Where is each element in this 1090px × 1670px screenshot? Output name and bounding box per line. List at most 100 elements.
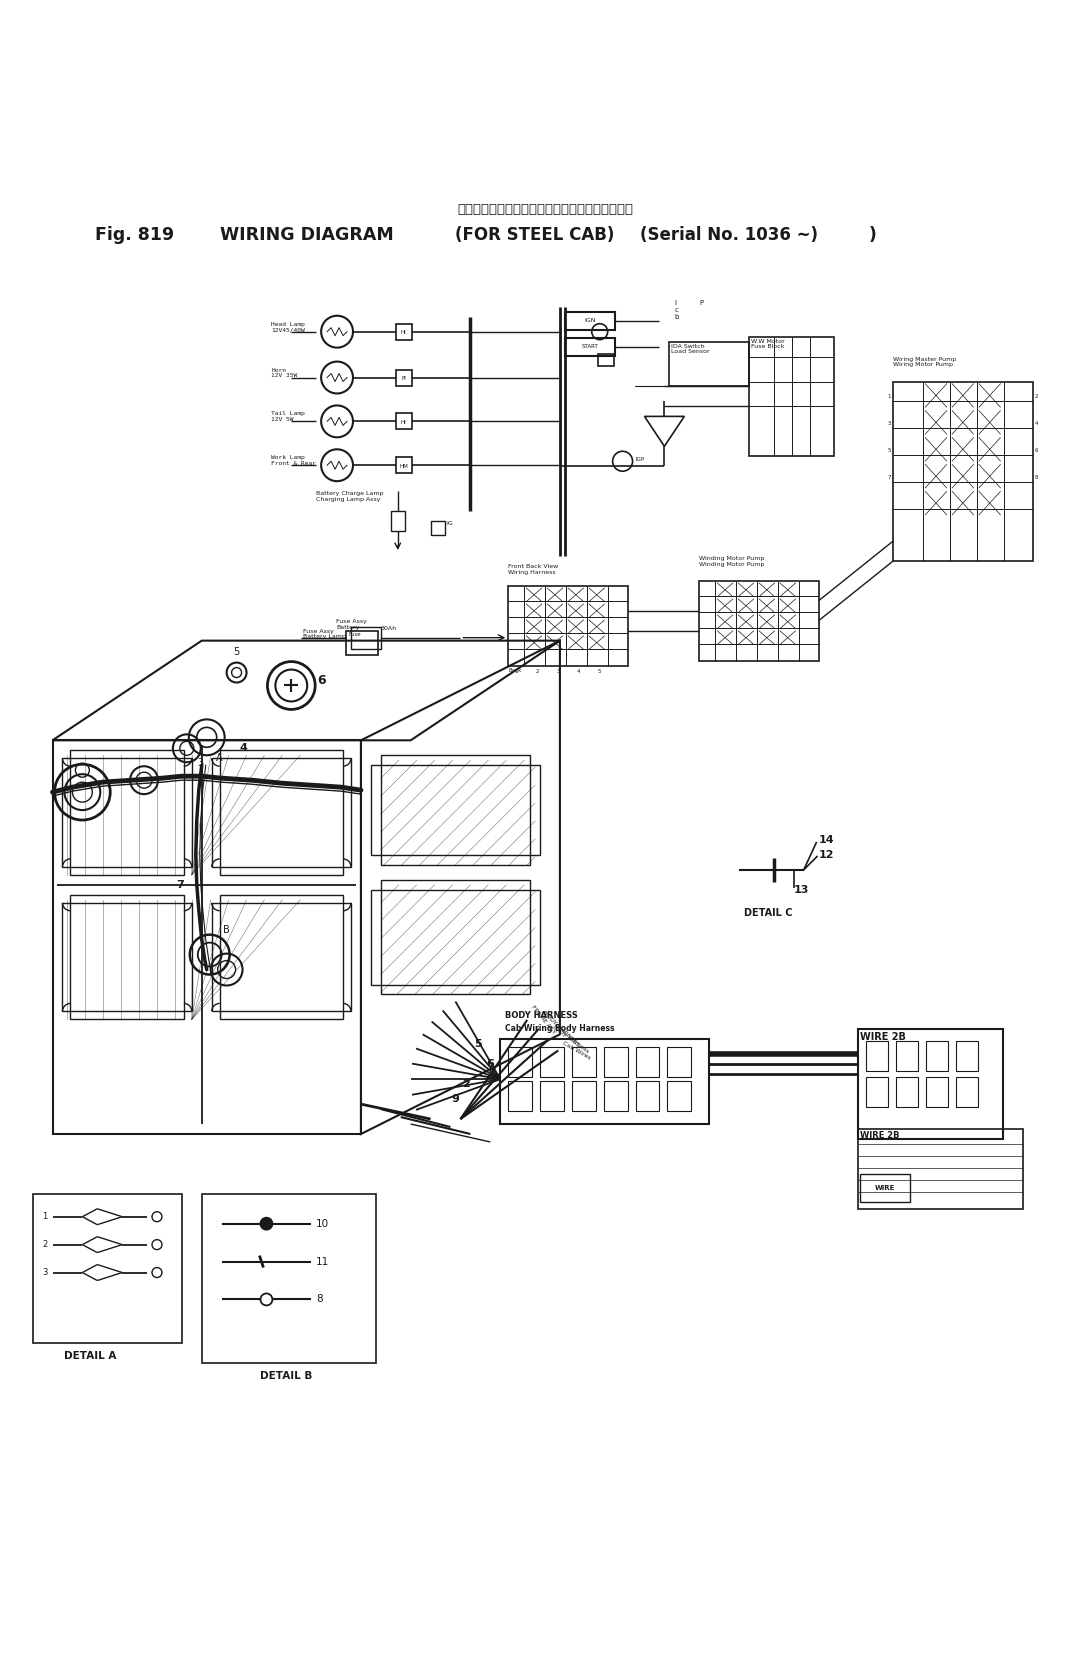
Text: Cab Wires: Cab Wires bbox=[561, 1040, 591, 1060]
Text: Cab Wiring Body Harness: Cab Wiring Body Harness bbox=[505, 1024, 615, 1034]
Bar bbox=[572, 1047, 596, 1077]
Bar bbox=[867, 1077, 888, 1107]
Text: Fuse: Fuse bbox=[348, 631, 361, 636]
Bar bbox=[71, 750, 184, 875]
Text: BODY HARNESS: BODY HARNESS bbox=[542, 1010, 581, 1047]
Bar bbox=[926, 1042, 948, 1070]
Text: 1: 1 bbox=[514, 668, 518, 673]
Bar bbox=[859, 1129, 1022, 1209]
Text: 7: 7 bbox=[887, 474, 892, 479]
Text: 2: 2 bbox=[535, 668, 538, 673]
Bar bbox=[371, 765, 540, 855]
Bar bbox=[896, 1042, 918, 1070]
Text: DETAIL B: DETAIL B bbox=[261, 1371, 313, 1381]
Bar bbox=[220, 750, 343, 875]
Text: PI: PI bbox=[401, 376, 407, 381]
Bar bbox=[667, 1047, 691, 1077]
Text: Fig. 819: Fig. 819 bbox=[95, 225, 174, 244]
Circle shape bbox=[261, 1217, 272, 1229]
Text: IGN: IGN bbox=[584, 319, 595, 324]
Bar bbox=[396, 458, 412, 473]
Text: 2: 2 bbox=[1034, 394, 1038, 399]
Bar bbox=[669, 342, 749, 386]
Text: 3: 3 bbox=[887, 421, 892, 426]
Bar bbox=[508, 586, 628, 666]
Text: 8: 8 bbox=[316, 1294, 323, 1304]
Text: 6: 6 bbox=[317, 675, 326, 686]
Bar bbox=[956, 1077, 978, 1107]
Text: DETAIL A: DETAIL A bbox=[64, 1351, 117, 1361]
Text: 5: 5 bbox=[474, 1039, 482, 1049]
Text: Wiring Master Pump
Wiring Motor Pump: Wiring Master Pump Wiring Motor Pump bbox=[893, 357, 956, 367]
Text: 30Ah: 30Ah bbox=[380, 626, 397, 631]
Bar bbox=[572, 1080, 596, 1111]
Bar bbox=[896, 1077, 918, 1107]
Text: I
c
b: I c b bbox=[675, 301, 679, 319]
Bar bbox=[33, 1194, 182, 1343]
Text: IDA Switch
Load Sensor: IDA Switch Load Sensor bbox=[671, 344, 710, 354]
Text: 12: 12 bbox=[819, 850, 834, 860]
Bar bbox=[859, 1029, 1003, 1139]
Text: 3: 3 bbox=[556, 668, 559, 673]
Text: Work Lamp
Front & Rear: Work Lamp Front & Rear bbox=[271, 456, 316, 466]
Text: 5: 5 bbox=[598, 668, 602, 673]
Bar bbox=[62, 758, 192, 867]
Text: 4: 4 bbox=[577, 668, 581, 673]
Bar bbox=[351, 626, 380, 648]
Bar bbox=[867, 1042, 888, 1070]
Text: Battery Charge Lamp
Charging Lamp Assy: Battery Charge Lamp Charging Lamp Assy bbox=[316, 491, 384, 503]
Text: WIRE: WIRE bbox=[875, 1184, 896, 1191]
Text: B: B bbox=[223, 925, 230, 935]
Bar bbox=[211, 903, 351, 1012]
Bar bbox=[604, 1080, 628, 1111]
Bar bbox=[220, 895, 343, 1019]
Text: DETAIL C: DETAIL C bbox=[744, 908, 792, 918]
Text: WIRE 2B: WIRE 2B bbox=[860, 1131, 900, 1141]
Text: Horn
12V 35W: Horn 12V 35W bbox=[271, 367, 298, 379]
Bar bbox=[565, 312, 615, 329]
Bar bbox=[396, 369, 412, 386]
Bar bbox=[380, 755, 530, 865]
Bar bbox=[699, 581, 819, 661]
Bar bbox=[71, 895, 184, 1019]
Bar bbox=[500, 1039, 710, 1124]
Text: 8: 8 bbox=[1034, 474, 1038, 479]
Bar bbox=[667, 1080, 691, 1111]
Text: 10: 10 bbox=[316, 1219, 329, 1229]
Text: 3: 3 bbox=[41, 1268, 47, 1278]
Text: P: P bbox=[699, 301, 703, 306]
Text: HI: HI bbox=[401, 331, 407, 336]
Bar bbox=[431, 521, 445, 534]
Text: 3: 3 bbox=[197, 758, 204, 768]
Text: 14: 14 bbox=[819, 835, 834, 845]
Text: WIRING DIAGRAM: WIRING DIAGRAM bbox=[220, 225, 393, 244]
Text: Front Back View
Wiring Harness: Front Back View Wiring Harness bbox=[508, 564, 558, 574]
Bar bbox=[62, 903, 192, 1012]
Text: W.W Motor
Fuse Block: W.W Motor Fuse Block bbox=[751, 339, 785, 349]
Text: 13: 13 bbox=[794, 885, 809, 895]
Bar bbox=[597, 354, 614, 366]
Text: Fuse Assy
Battery: Fuse Assy Battery bbox=[336, 618, 367, 630]
Bar bbox=[604, 1047, 628, 1077]
Text: 配　線　図　（スチールキャブ用）（適用事項）: 配 線 図 （スチールキャブ用）（適用事項） bbox=[457, 202, 633, 215]
Bar bbox=[749, 337, 834, 456]
Text: 2: 2 bbox=[41, 1241, 47, 1249]
Bar bbox=[211, 758, 351, 867]
Bar bbox=[346, 631, 378, 655]
Bar bbox=[371, 890, 540, 985]
Bar bbox=[565, 337, 615, 356]
Bar bbox=[893, 381, 1032, 561]
Text: A: A bbox=[216, 753, 223, 763]
Bar bbox=[380, 880, 530, 994]
Text: START: START bbox=[581, 344, 598, 349]
Text: FRAME ASY: FRAME ASY bbox=[530, 1005, 556, 1035]
Bar bbox=[635, 1080, 659, 1111]
Text: Winding Motor Pump
Winding Motor Pump: Winding Motor Pump Winding Motor Pump bbox=[699, 556, 764, 566]
Text: 5: 5 bbox=[233, 646, 240, 656]
Bar bbox=[508, 1080, 532, 1111]
Text: 6: 6 bbox=[1034, 448, 1038, 453]
Text: IG: IG bbox=[447, 521, 453, 526]
Text: 1: 1 bbox=[41, 1212, 47, 1221]
Text: (FOR STEEL CAB): (FOR STEEL CAB) bbox=[456, 225, 615, 244]
Bar bbox=[391, 511, 404, 531]
